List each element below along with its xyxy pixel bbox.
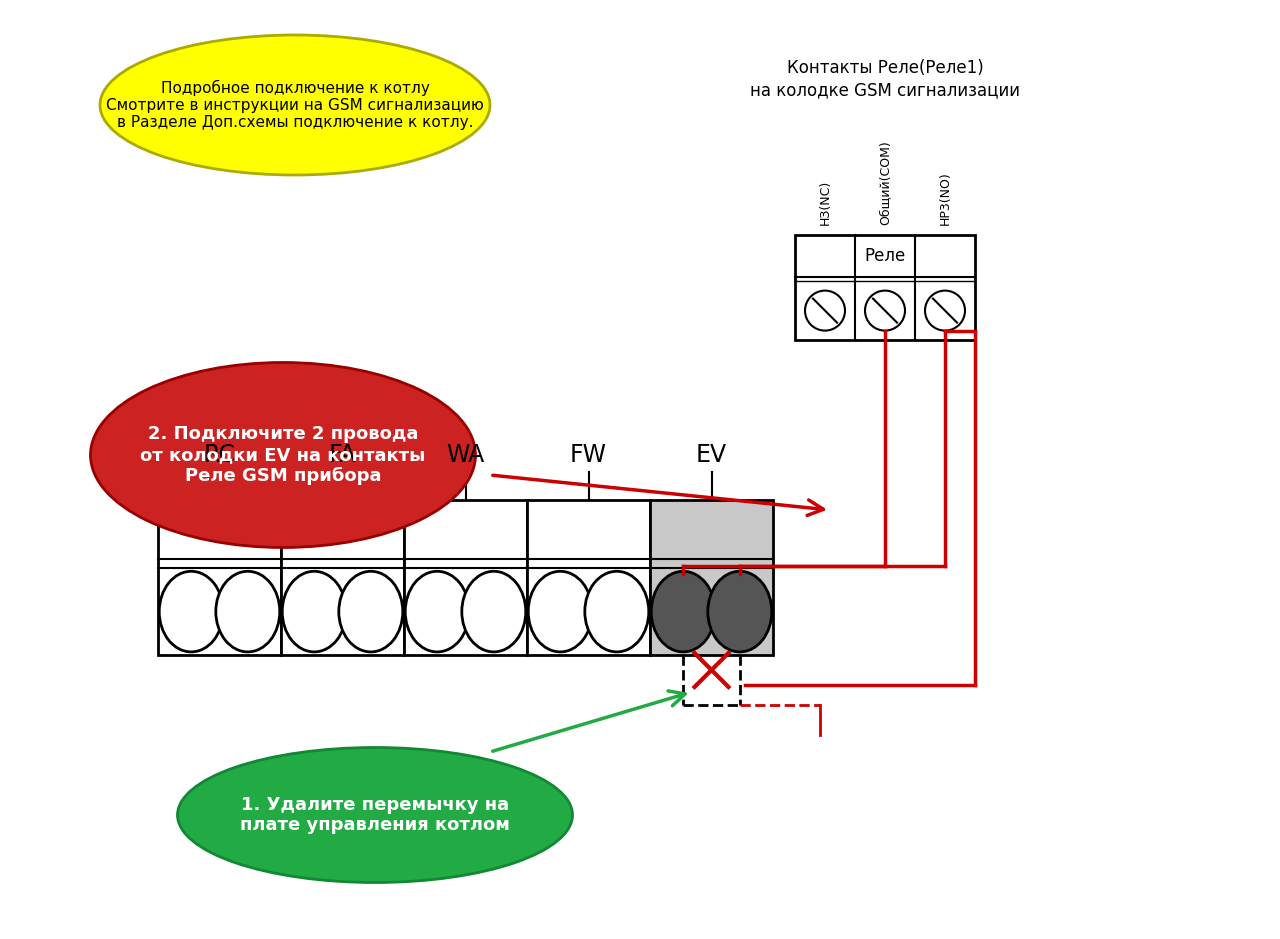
Bar	[157, 500, 282, 655]
Text: FW: FW	[570, 443, 607, 467]
Circle shape	[925, 290, 965, 331]
Text: на колодке GSM сигнализации: на колодке GSM сигнализации	[750, 81, 1020, 99]
Text: EV: EV	[696, 443, 727, 467]
Ellipse shape	[159, 571, 223, 652]
Text: НΡ3(NO): НΡ3(NO)	[938, 171, 951, 225]
Bar	[404, 500, 527, 655]
Ellipse shape	[585, 571, 649, 652]
Ellipse shape	[100, 35, 490, 175]
Ellipse shape	[406, 571, 470, 652]
Text: Реле: Реле	[864, 247, 906, 265]
Ellipse shape	[178, 747, 572, 883]
Ellipse shape	[216, 571, 280, 652]
Text: Подробное подключение к котлу
Смотрите в инструкции на GSM сигнализацию
в Раздел: Подробное подключение к котлу Смотрите в…	[106, 80, 484, 131]
Text: RC: RC	[204, 443, 236, 467]
Circle shape	[865, 290, 905, 331]
Text: 1. Удалите перемычку на
плате управления котлом: 1. Удалите перемычку на плате управления…	[241, 795, 509, 835]
Circle shape	[805, 290, 845, 331]
Text: НЗ(NC): НЗ(NC)	[818, 179, 832, 225]
Text: Контакты Реле(Реле1): Контакты Реле(Реле1)	[787, 59, 983, 77]
Text: Общий(COM): Общий(COM)	[878, 140, 891, 225]
Bar	[527, 500, 650, 655]
Ellipse shape	[708, 571, 772, 652]
Ellipse shape	[282, 571, 346, 652]
Bar	[650, 500, 773, 655]
Ellipse shape	[462, 571, 526, 652]
Text: WA: WA	[447, 443, 485, 467]
Ellipse shape	[652, 571, 716, 652]
Text: 2. Подключите 2 провода
от колодки EV на контакты
Реле GSM прибора: 2. Подключите 2 провода от колодки EV на…	[141, 425, 426, 485]
Bar	[282, 500, 404, 655]
Ellipse shape	[529, 571, 593, 652]
Text: FA: FA	[329, 443, 356, 467]
Bar	[795, 235, 975, 340]
Ellipse shape	[91, 362, 475, 547]
Ellipse shape	[339, 571, 403, 652]
